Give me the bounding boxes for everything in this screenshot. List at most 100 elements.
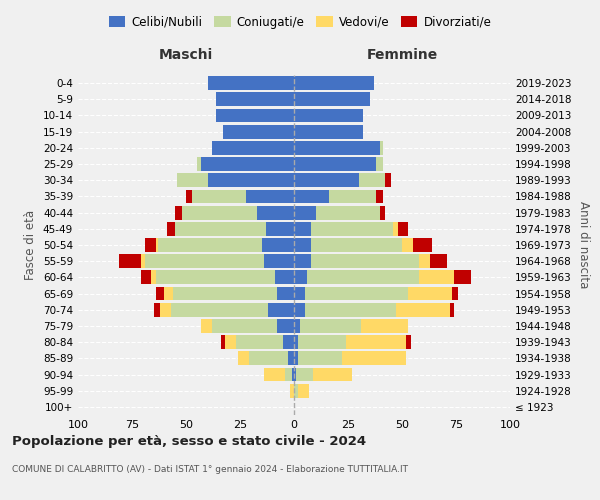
Bar: [201, 319, 212, 333]
Bar: [277, 286, 294, 300]
Bar: [402, 238, 413, 252]
Bar: [313, 368, 352, 382]
Bar: [316, 206, 380, 220]
Bar: [175, 222, 266, 235]
Bar: [208, 76, 294, 90]
Bar: [201, 157, 294, 171]
Bar: [419, 270, 454, 284]
Bar: [212, 141, 294, 154]
Bar: [264, 368, 286, 382]
Bar: [193, 190, 247, 203]
Bar: [208, 174, 294, 187]
Bar: [294, 270, 307, 284]
Bar: [329, 190, 376, 203]
Bar: [292, 368, 294, 382]
Y-axis label: Anni di nascita: Anni di nascita: [577, 202, 590, 288]
Bar: [294, 92, 370, 106]
Bar: [283, 336, 294, 349]
Bar: [286, 368, 292, 382]
Bar: [376, 157, 383, 171]
Bar: [216, 92, 294, 106]
Legend: Celibi/Nubili, Coniugati/e, Vedovi/e, Divorziati/e: Celibi/Nubili, Coniugati/e, Vedovi/e, Di…: [104, 11, 496, 34]
Bar: [264, 254, 294, 268]
Bar: [156, 270, 275, 284]
Bar: [394, 222, 398, 235]
Bar: [359, 174, 385, 187]
Bar: [119, 254, 140, 268]
Bar: [167, 222, 175, 235]
Bar: [294, 108, 363, 122]
Bar: [236, 336, 283, 349]
Bar: [156, 286, 164, 300]
Bar: [406, 336, 410, 349]
Bar: [151, 270, 156, 284]
Bar: [294, 206, 316, 220]
Bar: [294, 238, 311, 252]
Bar: [212, 319, 277, 333]
Bar: [154, 303, 160, 316]
Bar: [361, 319, 409, 333]
Bar: [294, 352, 298, 365]
Bar: [294, 336, 298, 349]
Bar: [257, 206, 294, 220]
Bar: [158, 238, 262, 252]
Bar: [140, 254, 145, 268]
Bar: [419, 254, 430, 268]
Bar: [156, 238, 158, 252]
Bar: [380, 206, 385, 220]
Bar: [145, 254, 264, 268]
Bar: [413, 238, 432, 252]
Bar: [409, 286, 452, 300]
Bar: [173, 286, 277, 300]
Bar: [305, 286, 409, 300]
Bar: [298, 352, 341, 365]
Bar: [294, 157, 376, 171]
Bar: [175, 206, 182, 220]
Bar: [221, 336, 225, 349]
Bar: [296, 368, 313, 382]
Text: Maschi: Maschi: [159, 48, 213, 62]
Bar: [247, 190, 294, 203]
Bar: [454, 270, 471, 284]
Bar: [160, 303, 171, 316]
Bar: [376, 190, 383, 203]
Bar: [294, 254, 311, 268]
Bar: [290, 384, 294, 398]
Bar: [294, 125, 363, 138]
Bar: [294, 76, 374, 90]
Bar: [277, 319, 294, 333]
Bar: [182, 206, 257, 220]
Bar: [449, 303, 454, 316]
Bar: [197, 157, 201, 171]
Bar: [294, 222, 311, 235]
Bar: [275, 270, 294, 284]
Bar: [395, 303, 449, 316]
Bar: [223, 125, 294, 138]
Bar: [171, 303, 268, 316]
Bar: [178, 174, 208, 187]
Bar: [294, 190, 329, 203]
Bar: [380, 141, 383, 154]
Bar: [145, 238, 156, 252]
Bar: [287, 352, 294, 365]
Bar: [385, 174, 391, 187]
Bar: [186, 190, 193, 203]
Bar: [430, 254, 448, 268]
Bar: [294, 141, 380, 154]
Bar: [266, 222, 294, 235]
Bar: [311, 222, 394, 235]
Bar: [262, 238, 294, 252]
Bar: [216, 108, 294, 122]
Bar: [294, 319, 301, 333]
Text: Popolazione per età, sesso e stato civile - 2024: Popolazione per età, sesso e stato civil…: [12, 435, 366, 448]
Bar: [268, 303, 294, 316]
Bar: [238, 352, 248, 365]
Bar: [311, 254, 419, 268]
Bar: [305, 303, 395, 316]
Bar: [294, 174, 359, 187]
Bar: [140, 270, 151, 284]
Bar: [294, 384, 298, 398]
Bar: [398, 222, 409, 235]
Text: Femmine: Femmine: [367, 48, 437, 62]
Bar: [225, 336, 236, 349]
